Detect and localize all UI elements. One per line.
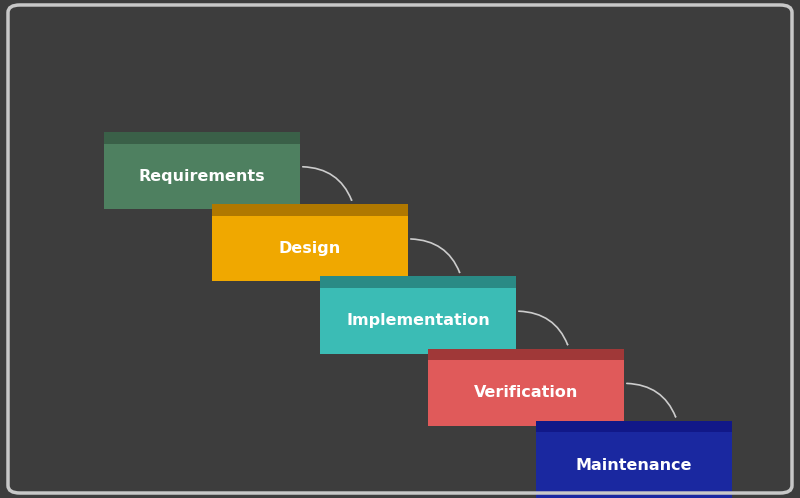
Bar: [212, 216, 408, 281]
Bar: [104, 132, 300, 143]
Bar: [536, 421, 732, 432]
FancyArrowPatch shape: [626, 383, 675, 417]
FancyArrowPatch shape: [302, 167, 351, 200]
FancyArrowPatch shape: [518, 311, 567, 345]
Bar: [212, 204, 408, 216]
Bar: [428, 360, 624, 426]
Bar: [320, 288, 516, 354]
Text: Implementation: Implementation: [346, 313, 490, 328]
Text: Design: Design: [279, 241, 341, 256]
Bar: [320, 276, 516, 288]
Text: Verification: Verification: [474, 385, 578, 400]
Bar: [428, 349, 624, 360]
FancyArrowPatch shape: [410, 239, 459, 272]
Text: Requirements: Requirements: [138, 169, 266, 184]
Bar: [536, 432, 732, 498]
Text: Maintenance: Maintenance: [576, 458, 692, 473]
Bar: [104, 143, 300, 209]
